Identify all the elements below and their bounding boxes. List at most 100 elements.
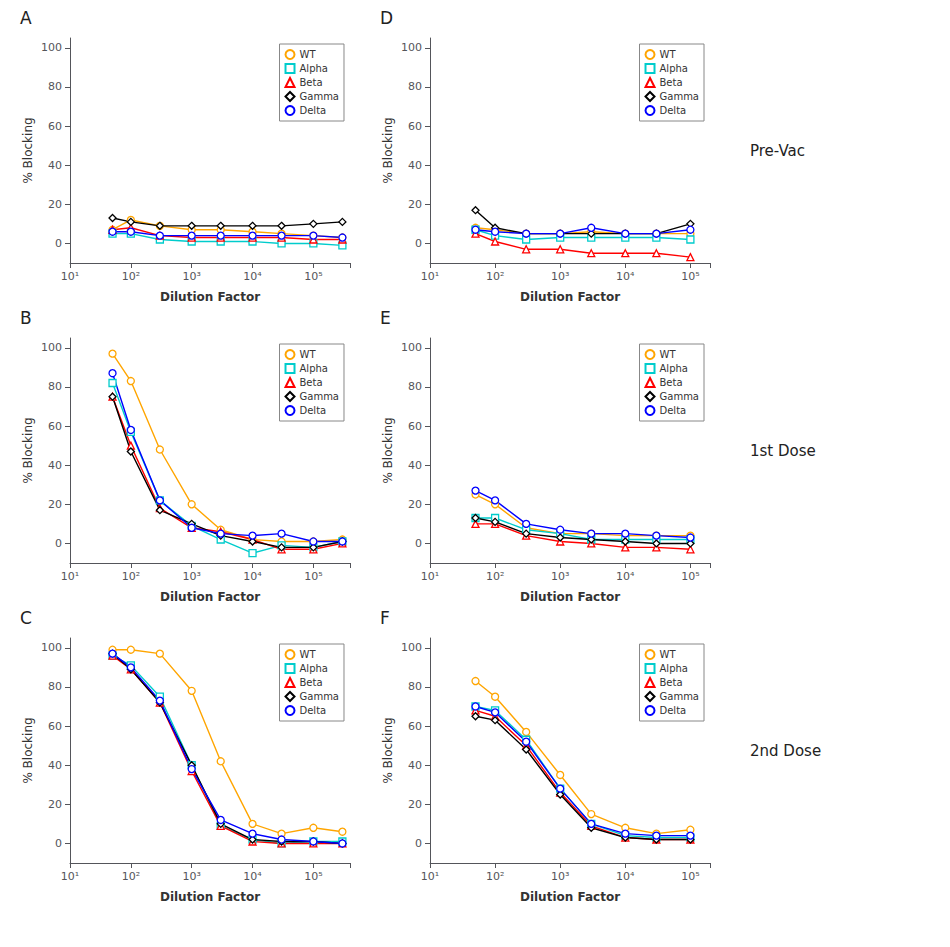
- svg-text:F: F: [380, 608, 390, 628]
- svg-text:Delta: Delta: [300, 105, 327, 116]
- svg-text:Gamma: Gamma: [300, 91, 340, 102]
- svg-text:Alpha: Alpha: [300, 663, 328, 674]
- svg-text:Alpha: Alpha: [300, 363, 328, 374]
- svg-text:60: 60: [48, 420, 62, 433]
- svg-text:10²: 10²: [122, 270, 140, 283]
- svg-text:10⁴: 10⁴: [243, 870, 262, 883]
- svg-text:WT: WT: [660, 349, 677, 360]
- svg-text:C: C: [20, 608, 32, 628]
- svg-text:WT: WT: [300, 649, 317, 660]
- svg-text:100: 100: [41, 641, 62, 654]
- svg-text:100: 100: [401, 641, 422, 654]
- svg-text:D: D: [380, 8, 393, 28]
- svg-text:10²: 10²: [486, 870, 504, 883]
- svg-text:0: 0: [415, 537, 422, 550]
- svg-text:Beta: Beta: [300, 77, 323, 88]
- svg-text:60: 60: [408, 720, 422, 733]
- svg-text:% Blocking: % Blocking: [21, 117, 35, 183]
- svg-text:A: A: [20, 8, 32, 28]
- svg-text:10³: 10³: [182, 870, 200, 883]
- svg-text:40: 40: [408, 159, 422, 172]
- svg-text:10⁵: 10⁵: [304, 570, 322, 583]
- svg-text:Alpha: Alpha: [660, 63, 688, 74]
- svg-text:Pre-Vac: Pre-Vac: [750, 142, 805, 160]
- svg-text:Beta: Beta: [660, 677, 683, 688]
- svg-text:80: 80: [408, 380, 422, 393]
- svg-text:Dilution Factor: Dilution Factor: [520, 590, 620, 604]
- svg-text:% Blocking: % Blocking: [381, 417, 395, 483]
- svg-text:0: 0: [55, 237, 62, 250]
- svg-text:10¹: 10¹: [61, 870, 79, 883]
- svg-text:10³: 10³: [182, 270, 200, 283]
- svg-text:10³: 10³: [551, 870, 569, 883]
- svg-text:40: 40: [48, 459, 62, 472]
- svg-text:60: 60: [408, 120, 422, 133]
- svg-text:10⁵: 10⁵: [681, 270, 699, 283]
- svg-text:B: B: [20, 308, 32, 328]
- svg-text:10⁵: 10⁵: [304, 870, 322, 883]
- svg-text:10²: 10²: [122, 870, 140, 883]
- svg-text:20: 20: [408, 798, 422, 811]
- svg-text:Delta: Delta: [300, 405, 327, 416]
- svg-text:Alpha: Alpha: [660, 663, 688, 674]
- svg-text:10⁴: 10⁴: [243, 270, 262, 283]
- svg-text:2nd Dose: 2nd Dose: [750, 742, 821, 760]
- svg-text:100: 100: [401, 41, 422, 54]
- svg-text:Delta: Delta: [660, 105, 687, 116]
- svg-text:10¹: 10¹: [421, 870, 439, 883]
- svg-text:Dilution Factor: Dilution Factor: [160, 590, 260, 604]
- svg-text:Alpha: Alpha: [660, 363, 688, 374]
- svg-text:Dilution Factor: Dilution Factor: [160, 290, 260, 304]
- svg-text:40: 40: [408, 759, 422, 772]
- svg-text:20: 20: [48, 798, 62, 811]
- svg-text:80: 80: [48, 80, 62, 93]
- svg-text:10⁵: 10⁵: [681, 570, 699, 583]
- svg-text:20: 20: [408, 498, 422, 511]
- svg-text:100: 100: [41, 41, 62, 54]
- svg-text:0: 0: [55, 837, 62, 850]
- svg-text:1st Dose: 1st Dose: [750, 442, 816, 460]
- svg-text:80: 80: [48, 680, 62, 693]
- svg-text:Dilution Factor: Dilution Factor: [160, 890, 260, 904]
- svg-text:40: 40: [48, 159, 62, 172]
- svg-text:80: 80: [48, 380, 62, 393]
- svg-text:40: 40: [48, 759, 62, 772]
- svg-text:40: 40: [408, 459, 422, 472]
- svg-text:Dilution Factor: Dilution Factor: [520, 290, 620, 304]
- svg-text:Gamma: Gamma: [300, 391, 340, 402]
- svg-text:0: 0: [415, 237, 422, 250]
- svg-text:% Blocking: % Blocking: [381, 717, 395, 783]
- svg-text:% Blocking: % Blocking: [21, 417, 35, 483]
- svg-text:Gamma: Gamma: [660, 91, 700, 102]
- svg-text:10²: 10²: [122, 570, 140, 583]
- svg-text:10³: 10³: [182, 570, 200, 583]
- svg-text:Dilution Factor: Dilution Factor: [520, 890, 620, 904]
- svg-text:60: 60: [408, 420, 422, 433]
- svg-text:10¹: 10¹: [421, 570, 439, 583]
- svg-text:10⁴: 10⁴: [616, 570, 635, 583]
- svg-text:60: 60: [48, 720, 62, 733]
- svg-text:Gamma: Gamma: [660, 691, 700, 702]
- svg-text:20: 20: [48, 198, 62, 211]
- svg-text:Beta: Beta: [660, 377, 683, 388]
- svg-text:100: 100: [41, 341, 62, 354]
- svg-text:10⁵: 10⁵: [681, 870, 699, 883]
- svg-text:10¹: 10¹: [421, 270, 439, 283]
- svg-text:10¹: 10¹: [61, 570, 79, 583]
- svg-text:10³: 10³: [551, 570, 569, 583]
- svg-text:80: 80: [408, 680, 422, 693]
- svg-text:20: 20: [408, 198, 422, 211]
- svg-text:10³: 10³: [551, 270, 569, 283]
- svg-text:0: 0: [55, 537, 62, 550]
- svg-text:10⁴: 10⁴: [243, 570, 262, 583]
- svg-text:10²: 10²: [486, 570, 504, 583]
- svg-text:Beta: Beta: [300, 677, 323, 688]
- svg-text:10⁵: 10⁵: [304, 270, 322, 283]
- svg-text:WT: WT: [300, 49, 317, 60]
- svg-text:% Blocking: % Blocking: [21, 717, 35, 783]
- svg-text:10²: 10²: [486, 270, 504, 283]
- svg-text:Delta: Delta: [660, 405, 687, 416]
- svg-text:60: 60: [48, 120, 62, 133]
- svg-text:WT: WT: [300, 349, 317, 360]
- svg-text:Delta: Delta: [300, 705, 327, 716]
